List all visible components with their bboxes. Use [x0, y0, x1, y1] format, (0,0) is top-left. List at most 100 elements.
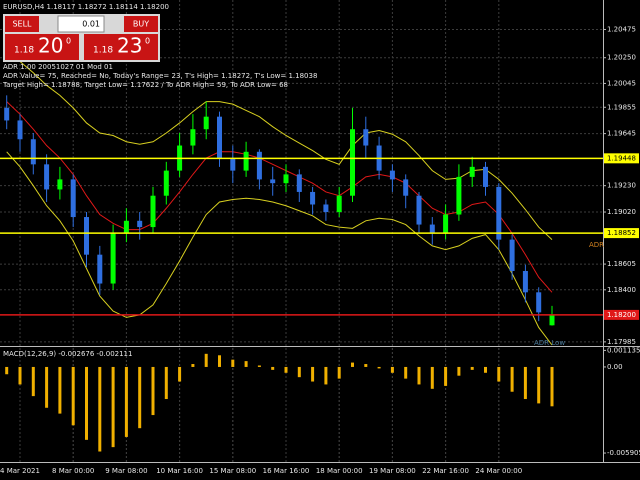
- ask-box[interactable]: [84, 34, 158, 60]
- ask-sup: 0: [145, 37, 150, 46]
- candle-body: [44, 164, 50, 190]
- lot-value: 0.01: [82, 20, 100, 29]
- macd-bar: [151, 366, 155, 416]
- macd-bar: [284, 366, 288, 373]
- candle-body: [270, 179, 276, 184]
- candle-body: [429, 224, 435, 234]
- candle-body: [243, 151, 249, 171]
- y-tick-label: 1.17985: [607, 338, 636, 346]
- macd-bar: [111, 366, 115, 448]
- macd-bar: [444, 366, 448, 386]
- macd-bar: [297, 366, 301, 378]
- y-tick-label: 1.19855: [607, 103, 636, 111]
- y-tick-label: -0.005905: [607, 449, 640, 457]
- macd-bar: [5, 366, 9, 375]
- x-tick-label: 16 Mar 16:00: [263, 467, 310, 475]
- lot-input[interactable]: [57, 15, 105, 33]
- buy-label: BUY: [133, 20, 149, 29]
- y-tick-label: 1.18400: [607, 286, 636, 294]
- candle-body: [416, 195, 422, 225]
- ask-prefix: 1.18: [93, 46, 113, 56]
- plot-layer: [0, 0, 603, 462]
- level-label: 1.18200: [607, 311, 636, 319]
- macd-title: MACD(12,26,9) -0.002676 -0.002111: [3, 350, 132, 358]
- macd-bar: [218, 355, 221, 367]
- trade-panel: SELL 0.01 BUY 1.18 20 0 1.18 23 0: [3, 14, 160, 62]
- macd-bar: [324, 366, 328, 385]
- macd-bar: [98, 366, 102, 452]
- y-tick-label: 1.20250: [607, 54, 636, 62]
- candle-body: [350, 129, 355, 196]
- candle-body: [256, 151, 262, 180]
- candle-body: [70, 179, 76, 218]
- candle-body: [150, 195, 156, 228]
- adr-label: ADR: [589, 241, 604, 249]
- macd-bar: [351, 362, 354, 367]
- candle-body: [522, 270, 528, 293]
- level-label: 1.18852: [607, 229, 636, 237]
- macd-bar: [523, 366, 527, 400]
- candle-body: [230, 158, 236, 171]
- candle-body: [536, 292, 542, 313]
- candle-body: [190, 129, 196, 146]
- y-tick-label: 1.20045: [607, 79, 636, 87]
- candle-body: [84, 217, 89, 255]
- macd-bar: [178, 366, 182, 382]
- candle-body: [110, 233, 116, 284]
- candle-body: [4, 107, 10, 121]
- macd-bar: [470, 366, 474, 370]
- bid-sup: 0: [66, 37, 71, 46]
- macd-bar: [191, 364, 195, 367]
- adr-line: ADR Value= 75, Reached= No, Today's Rang…: [3, 72, 317, 80]
- candle-body: [30, 139, 36, 165]
- candle-body: [456, 176, 462, 215]
- macd-bar: [404, 366, 408, 379]
- macd-bar: [271, 366, 275, 370]
- adr-line: ADR 1.00 20051027 01 Mod 01: [3, 63, 113, 71]
- x-tick-label: 4 Mar 2021: [0, 467, 40, 475]
- candle-body: [163, 170, 169, 196]
- x-tick-label: 9 Mar 08:00: [105, 467, 147, 475]
- bid-prefix: 1.18: [14, 46, 34, 56]
- macd-bar: [231, 359, 235, 367]
- macd-bar: [364, 364, 368, 367]
- sell-button[interactable]: [5, 16, 39, 32]
- candle-body: [57, 179, 63, 190]
- x-tick-label: 18 Mar 00:00: [316, 467, 363, 475]
- x-tick-label: 8 Mar 00:00: [52, 467, 94, 475]
- macd-bar: [417, 366, 421, 385]
- y-tick-label: 1.19230: [607, 182, 636, 190]
- sell-label: SELL: [12, 20, 32, 29]
- macd-bar: [58, 366, 62, 414]
- candle-body: [283, 174, 289, 184]
- y-tick-label: 1.18605: [607, 260, 636, 268]
- macd-bar: [71, 366, 75, 426]
- level-tag: [604, 228, 639, 239]
- macd-bar: [311, 366, 315, 382]
- adr-line: Target High= 1.18788, Target Low= 1.1762…: [2, 81, 288, 89]
- bid-box[interactable]: [5, 34, 79, 60]
- candle-body: [496, 186, 502, 240]
- candle-body: [203, 116, 209, 130]
- x-tick-label: 10 Mar 16:00: [156, 467, 203, 475]
- candle-body: [403, 179, 409, 196]
- macd-bar: [457, 366, 461, 376]
- macd-bar: [537, 366, 541, 404]
- candle-body: [443, 214, 449, 234]
- symbol-line: EURUSD,H4 1.18117 1.18272 1.18114 1.1820…: [3, 3, 169, 11]
- ask-big: 23: [117, 34, 142, 58]
- bid-big: 20: [38, 34, 63, 58]
- candle-body: [323, 204, 329, 213]
- buy-button[interactable]: [124, 16, 158, 32]
- candle-body: [217, 116, 222, 159]
- macd-bar: [244, 361, 248, 367]
- candle-body: [137, 220, 143, 228]
- macd-bar: [204, 353, 208, 367]
- y-tick-label: 0.00: [607, 363, 623, 371]
- macd-bar: [31, 366, 35, 397]
- macd-bar: [18, 366, 22, 385]
- candle-body: [469, 166, 475, 177]
